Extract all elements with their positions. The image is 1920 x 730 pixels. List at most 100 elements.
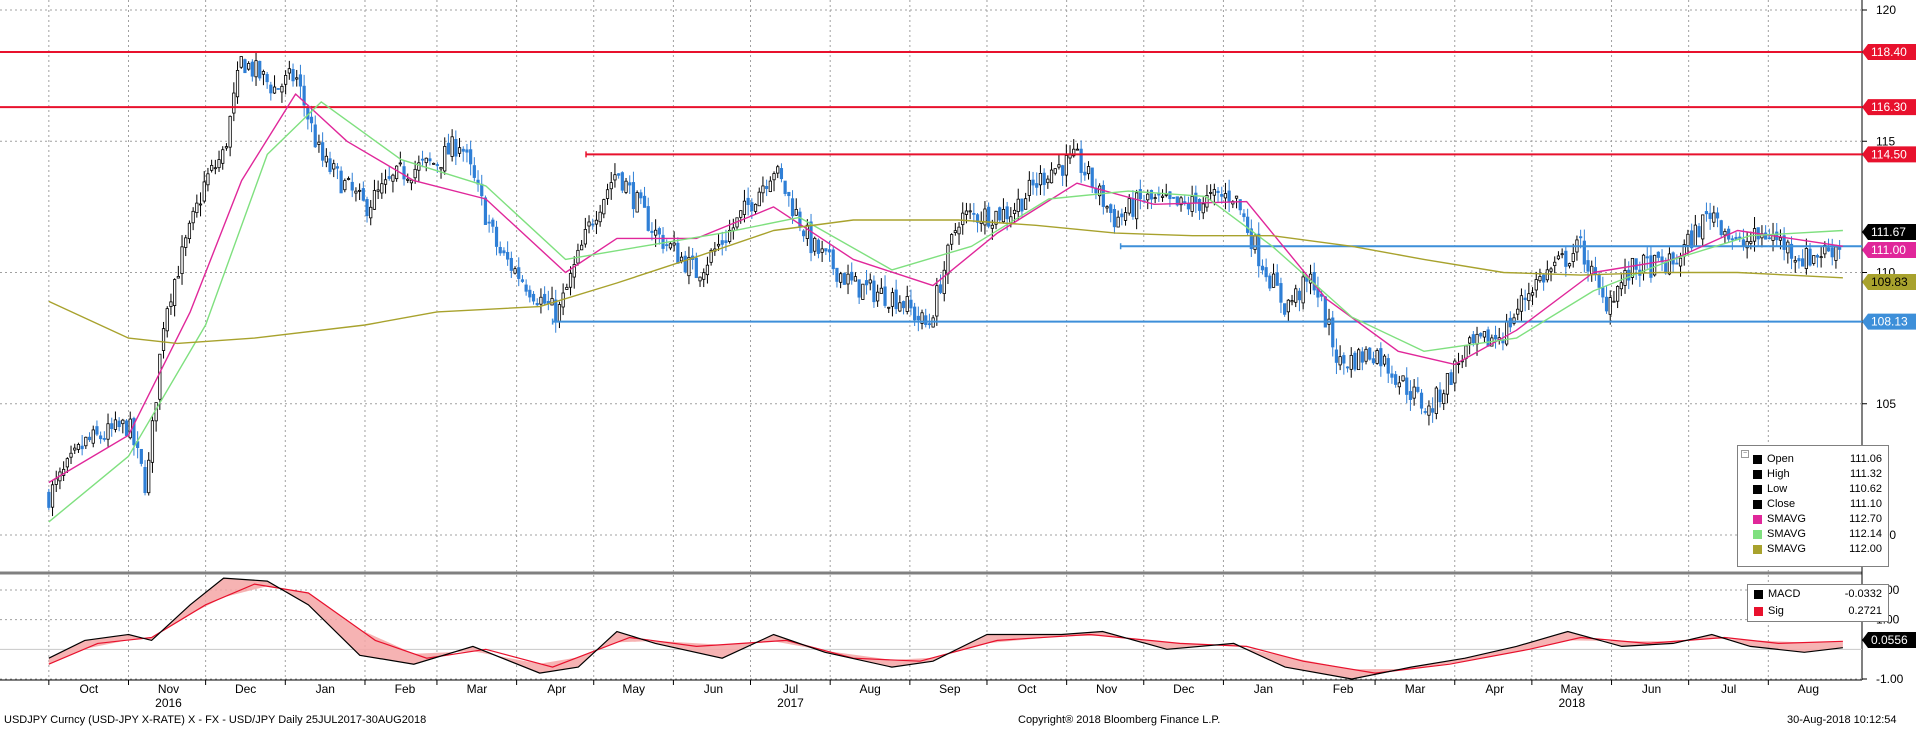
candle-body: [1079, 148, 1083, 173]
candle-body: [494, 226, 499, 247]
candle-body: [1571, 253, 1575, 262]
candle-body: [613, 174, 617, 181]
candle-body: [1468, 337, 1472, 344]
candle-body: [1194, 192, 1198, 204]
macd-legend-value: -0.0332: [1844, 588, 1882, 600]
candle-body: [990, 224, 994, 229]
candle-body: [1812, 255, 1816, 264]
candle-body: [631, 182, 636, 210]
candle-body: [850, 271, 854, 281]
candle-body: [783, 180, 787, 194]
candle-body: [1138, 189, 1142, 200]
moving-averages: [48, 93, 1844, 523]
candle-body: [339, 170, 343, 194]
candle-body: [1656, 251, 1660, 258]
candle-body: [687, 256, 691, 277]
candle-body: [291, 69, 295, 82]
candle-body: [1786, 241, 1790, 254]
candle-body: [1649, 255, 1653, 278]
month-label: Oct: [79, 682, 98, 696]
candle-body: [1149, 189, 1154, 200]
candle-body: [1234, 195, 1239, 199]
candle-body: [724, 240, 728, 244]
macd-panel: [48, 577, 1843, 680]
legend-collapse-icon[interactable]: −: [1741, 450, 1749, 458]
last-price-tag-label: 111.67: [1871, 225, 1906, 239]
candle-body: [924, 315, 928, 325]
candle-body: [972, 212, 976, 215]
candle-body: [502, 250, 506, 254]
candle-body: [1601, 287, 1605, 298]
candle-body: [846, 273, 850, 285]
legend-swatch: [1753, 485, 1762, 494]
candle-body: [165, 308, 169, 332]
price-tags: 118.40 116.30 114.50 108.13 111.67 111.00 109.…: [1862, 44, 1916, 648]
candle-body: [1471, 334, 1475, 344]
candle-body: [916, 315, 920, 321]
candle-body: [761, 185, 765, 194]
candle-body: [435, 164, 439, 166]
macd-legend-row: Sig 0.2721: [1748, 603, 1888, 619]
candle-body: [768, 180, 772, 192]
candle-body: [787, 191, 791, 197]
candle-body: [1175, 196, 1179, 206]
candle-body: [539, 296, 543, 305]
candle-body: [554, 299, 558, 323]
month-label: Dec: [235, 682, 256, 696]
candle-body: [65, 458, 69, 468]
candle-body: [1690, 230, 1694, 249]
candle-body: [1741, 239, 1746, 246]
macd-tag-box: [1862, 632, 1916, 648]
macd-legend: MACD -0.0332 Sig 0.2721: [1747, 584, 1889, 622]
candle-body: [328, 158, 332, 172]
candle-body: [883, 286, 887, 306]
candle-body: [1597, 274, 1601, 288]
candle-body: [250, 61, 254, 77]
legend-row: Open 111.06: [1738, 452, 1888, 467]
candle-body: [187, 222, 192, 240]
candle-body: [617, 173, 621, 176]
candle-body: [1046, 178, 1050, 184]
candle-body: [372, 190, 377, 210]
candle-body: [213, 167, 217, 170]
candle-body: [295, 77, 299, 80]
candle-body: [887, 306, 891, 309]
candle-body: [173, 279, 177, 306]
candle-body: [1704, 211, 1709, 215]
candle-body: [1242, 213, 1246, 218]
candle-body: [317, 141, 321, 145]
candle-body: [946, 244, 950, 275]
candle-body: [1693, 224, 1697, 247]
candle-body: [324, 155, 328, 163]
candle-body: [1246, 216, 1250, 233]
candle-body: [602, 199, 606, 215]
candle-body: [210, 165, 214, 171]
candle-body: [391, 174, 395, 182]
candle-body: [909, 299, 913, 309]
candle-body: [1394, 374, 1398, 385]
candle-body: [1120, 213, 1124, 218]
candle-body: [950, 234, 954, 245]
candle-body: [1542, 274, 1546, 283]
candle-body: [528, 289, 532, 298]
candle-body: [894, 289, 898, 310]
level-tag-box: [1862, 44, 1916, 60]
candle-body: [158, 353, 162, 400]
candle-body: [716, 243, 721, 247]
candle-body: [1434, 387, 1438, 414]
candle-body: [409, 179, 414, 184]
candle-body: [498, 246, 502, 254]
candle-body: [150, 420, 155, 463]
month-label: Feb: [1333, 682, 1354, 696]
candle-body: [1268, 275, 1272, 289]
candle-body: [1567, 263, 1572, 267]
candle-body: [139, 448, 143, 464]
month-label: Mar: [1405, 682, 1426, 696]
candle-body: [417, 162, 421, 171]
y-tick-label: 115: [1876, 134, 1895, 148]
candle-body: [1730, 238, 1734, 241]
candle-body: [361, 188, 365, 201]
footer-copyright: Copyright® 2018 Bloomberg Finance L.P.: [1018, 714, 1221, 726]
candle-body: [1527, 293, 1531, 302]
candle-body: [1549, 268, 1553, 272]
